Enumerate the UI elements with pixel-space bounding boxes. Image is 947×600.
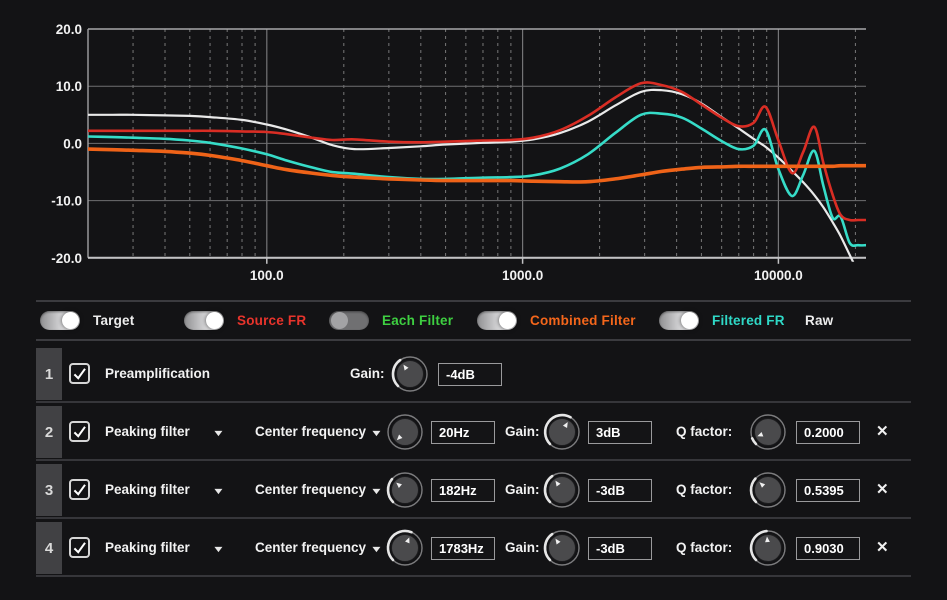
checkmark-icon [73,426,86,438]
row-number: 1 [36,348,62,400]
svg-text:10.0: 10.0 [56,79,82,94]
gain-input[interactable] [438,363,502,386]
toggle-thumb [331,312,348,329]
each-filter-toggle-label: Each Filter [382,313,454,328]
toggle-thumb [499,312,516,329]
center-frequency-dropdown[interactable]: Center frequency [255,482,367,497]
q-factor-knob[interactable] [748,412,788,452]
fr-chart-canvas: 100.0 1000.0 10000.0 20.0 10.0 0.0 -10.0 -20.0 [51,22,866,283]
center-frequency-dropdown[interactable]: Center frequency [255,424,367,439]
chevron-down-icon[interactable] [372,403,381,461]
gain-label: Gain: [505,482,540,497]
chevron-down-icon[interactable] [372,461,381,519]
frequency-knob[interactable] [385,470,425,510]
q-factor-knob[interactable] [748,528,788,568]
filter-row-4: 4 Peaking filter Center frequency Gain: … [36,519,911,577]
toggle-source-fr: Source FR [184,302,306,339]
filter-row-3: 3 Peaking filter Center frequency Gain: … [36,461,911,519]
q-factor-input[interactable] [796,479,860,502]
checkmark-icon [73,484,86,496]
target-toggle-switch[interactable] [40,311,80,330]
toggle-combined-filter: Combined Filter [477,302,636,339]
filter-type-dropdown[interactable]: Peaking filter [105,424,190,439]
row-number: 3 [36,464,62,516]
checkmark-icon [73,368,86,380]
svg-text:-20.0: -20.0 [51,251,82,266]
toggle-target: Target [40,302,134,339]
frequency-response-chart: 100.0 1000.0 10000.0 20.0 10.0 0.0 -10.0 -20.0 [0,0,947,296]
remove-filter-button[interactable]: ✕ [876,539,889,556]
remove-filter-button[interactable]: ✕ [876,481,889,498]
toggle-raw: Raw [805,302,833,339]
frequency-knob[interactable] [385,412,425,452]
svg-text:1000.0: 1000.0 [502,268,543,283]
filter-type-dropdown[interactable]: Peaking filter [105,540,190,555]
filter-row-2: 2 Peaking filter Center frequency Gain: … [36,403,911,461]
filter-row-1: 1 Preamplification Gain: [36,345,911,403]
q-factor-label: Q factor: [676,424,733,439]
source-fr-toggle-label: Source FR [237,313,307,328]
gain-knob[interactable] [542,470,582,510]
remove-filter-button[interactable]: ✕ [876,423,889,440]
filter-enabled-checkbox[interactable] [69,479,90,500]
center-frequency-dropdown[interactable]: Center frequency [255,540,367,555]
frequency-knob[interactable] [385,528,425,568]
q-factor-input[interactable] [796,421,860,444]
source-fr-toggle-switch[interactable] [184,311,224,330]
chevron-down-icon[interactable] [214,519,223,577]
gain-label: Gain: [505,424,540,439]
q-factor-label: Q factor: [676,482,733,497]
frequency-input[interactable] [431,421,495,444]
gain-label: Gain: [350,366,385,381]
gain-input[interactable] [588,537,652,560]
combined-filter-toggle-switch[interactable] [477,311,517,330]
gain-knob[interactable] [390,354,430,394]
filter-type-label: Preamplification [105,366,211,381]
raw-label[interactable]: Raw [805,313,834,328]
combined-filter-toggle-label: Combined Filter [530,313,636,328]
gain-knob[interactable] [542,412,582,452]
frequency-input[interactable] [431,537,495,560]
toggle-filtered-fr: Filtered FR [659,302,785,339]
svg-text:100.0: 100.0 [250,268,284,283]
frequency-input[interactable] [431,479,495,502]
q-factor-knob[interactable] [748,470,788,510]
gain-label: Gain: [505,540,540,555]
toggle-thumb [206,312,223,329]
gain-knob[interactable] [542,528,582,568]
filtered-fr-toggle-label: Filtered FR [712,313,785,328]
toggle-each-filter: Each Filter [329,302,453,339]
svg-text:-10.0: -10.0 [51,194,82,209]
chevron-down-icon[interactable] [214,403,223,461]
filter-list: 1 Preamplification Gain: 2 Peaking filte… [36,345,911,577]
checkmark-icon [73,542,86,554]
filter-type-dropdown[interactable]: Peaking filter [105,482,190,497]
q-factor-label: Q factor: [676,540,733,555]
each-filter-toggle-switch[interactable] [329,311,369,330]
filter-enabled-checkbox[interactable] [69,363,90,384]
svg-text:10000.0: 10000.0 [754,268,803,283]
gain-input[interactable] [588,421,652,444]
chevron-down-icon[interactable] [214,461,223,519]
row-number: 4 [36,522,62,574]
curve-toggle-bar: Target Source FR Each Filter Combined Fi… [36,300,911,341]
svg-text:20.0: 20.0 [56,22,82,37]
row-number: 2 [36,406,62,458]
svg-text:0.0: 0.0 [63,136,82,151]
filtered-fr-toggle-switch[interactable] [659,311,699,330]
filter-enabled-checkbox[interactable] [69,421,90,442]
q-factor-input[interactable] [796,537,860,560]
target-toggle-label: Target [93,313,135,328]
toggle-thumb [681,312,698,329]
gain-input[interactable] [588,479,652,502]
toggle-thumb [62,312,79,329]
filter-enabled-checkbox[interactable] [69,537,90,558]
chevron-down-icon[interactable] [372,519,381,577]
